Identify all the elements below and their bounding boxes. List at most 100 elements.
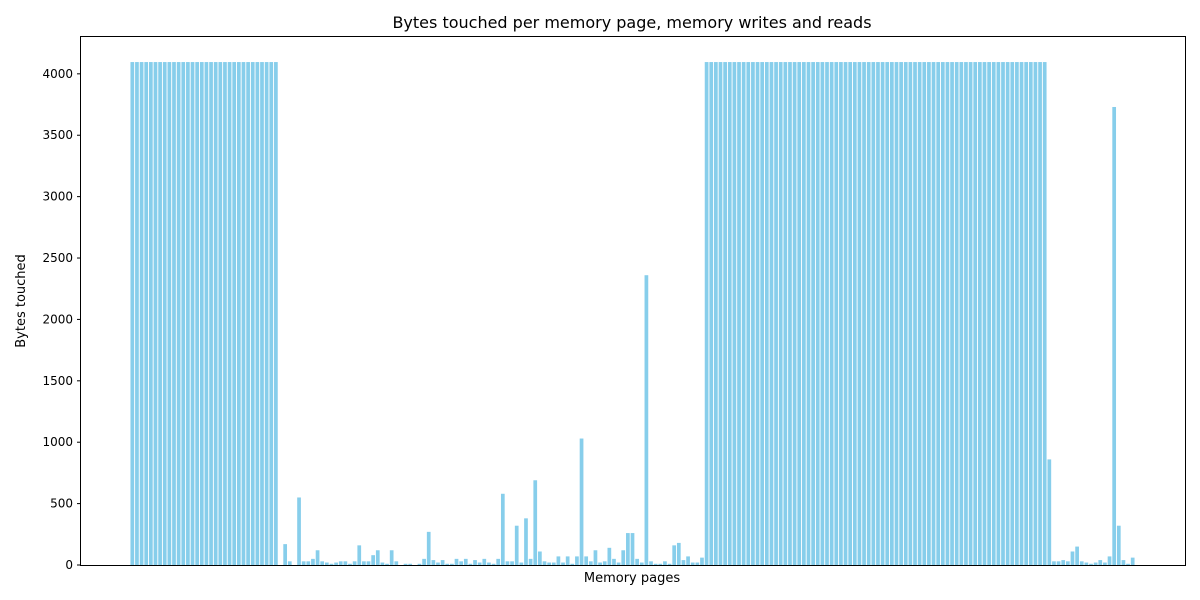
bar (528, 558, 533, 565)
bar (700, 557, 704, 565)
bar (519, 562, 524, 565)
bar (1093, 562, 1098, 565)
bar (857, 62, 862, 566)
bar (436, 562, 440, 565)
bar (973, 62, 978, 566)
bar (524, 518, 528, 565)
bar (1084, 562, 1089, 565)
bar (334, 562, 338, 565)
bar (774, 62, 778, 566)
bar (667, 563, 672, 565)
bar (287, 561, 292, 565)
bar (223, 62, 227, 566)
bar (204, 62, 209, 566)
bar (236, 62, 241, 566)
bar (760, 62, 765, 566)
bar (575, 556, 579, 565)
bar (1089, 563, 1093, 565)
bar (241, 62, 246, 566)
bar (903, 62, 908, 566)
bar (695, 562, 700, 565)
bar (408, 563, 413, 565)
bar (1001, 62, 1005, 566)
bar (232, 62, 237, 566)
bars-group (130, 62, 1135, 566)
bar (996, 62, 1001, 566)
bar (732, 62, 737, 566)
bar (542, 561, 547, 565)
bar (1112, 106, 1117, 566)
bar (968, 62, 973, 566)
bar (709, 62, 714, 566)
bar (260, 62, 264, 566)
bar (394, 561, 399, 565)
y-tick-label: 1500 (42, 374, 73, 388)
bar (227, 62, 232, 566)
bar (450, 563, 454, 565)
bar (167, 62, 172, 566)
bar (927, 62, 931, 566)
bar (505, 561, 510, 565)
bar (945, 62, 950, 566)
bar (380, 562, 385, 565)
bar (806, 62, 811, 566)
bar (649, 561, 653, 565)
y-axis-ticks: 0 500 1000 1500 2000 2500 3000 3500 4000 (42, 67, 81, 572)
bar (653, 563, 658, 565)
bar (130, 62, 135, 566)
bar (1065, 561, 1070, 565)
bar (769, 62, 774, 566)
bar (959, 62, 964, 566)
bar (852, 62, 857, 566)
bar (802, 62, 806, 566)
bar (148, 62, 153, 566)
bar (751, 62, 755, 566)
bar (556, 556, 561, 565)
bar (1015, 62, 1019, 566)
bar (607, 547, 612, 565)
bar (940, 62, 945, 566)
bar (362, 561, 366, 565)
bar (1042, 62, 1047, 566)
bar (348, 563, 352, 565)
bar (366, 561, 371, 565)
bar (584, 556, 589, 565)
bar (306, 561, 311, 565)
y-tick-label: 2000 (42, 312, 73, 326)
bar (195, 62, 200, 566)
bar (1005, 62, 1010, 566)
bar (1028, 62, 1033, 566)
bar (621, 550, 626, 565)
bar (866, 62, 871, 566)
bar (982, 62, 987, 566)
bar (403, 563, 408, 565)
bar (1116, 525, 1121, 565)
y-axis-label: Bytes touched (14, 254, 29, 348)
bar (755, 62, 760, 566)
bar (987, 62, 991, 566)
bar (588, 561, 593, 565)
bar (510, 561, 514, 565)
bar (1098, 560, 1103, 565)
bar (639, 562, 644, 565)
bar (491, 563, 496, 565)
bar (718, 62, 723, 566)
bar (454, 558, 459, 565)
bar (899, 62, 903, 566)
bar (598, 562, 602, 565)
bar (737, 62, 741, 566)
bar (723, 62, 727, 566)
bar (352, 561, 357, 565)
bar (885, 62, 890, 566)
bar (158, 62, 162, 566)
bar (315, 550, 320, 565)
bar (1038, 62, 1042, 566)
bar (690, 562, 695, 565)
bar (440, 560, 445, 565)
x-axis-label: Memory pages (584, 571, 680, 586)
bar (274, 62, 278, 566)
plot-frame (80, 36, 1186, 566)
y-tick-label: 3500 (42, 128, 73, 142)
bar (283, 544, 288, 565)
bar (829, 62, 834, 566)
